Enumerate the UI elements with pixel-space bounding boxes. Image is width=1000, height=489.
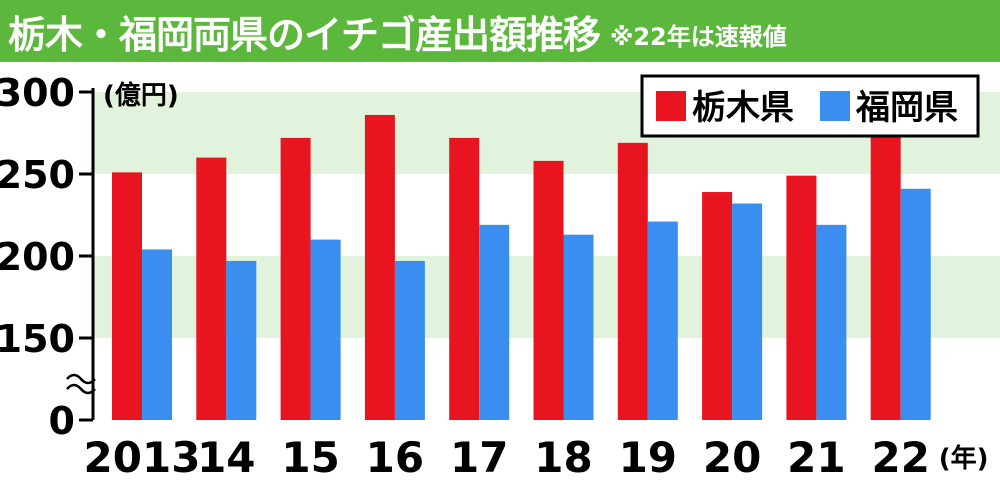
bar-fukuoka	[479, 224, 510, 420]
legend-label: 福岡県	[855, 88, 958, 128]
axis-break-mark	[66, 383, 96, 395]
bar-tochigi	[702, 192, 733, 420]
bar-tochigi	[112, 172, 142, 420]
bar-tochigi	[196, 157, 227, 420]
x-tick-label: 21	[787, 433, 845, 482]
bar-fukuoka	[563, 234, 594, 420]
chart-note: ※22年は速報値	[610, 22, 787, 51]
chart-area: 0 150 200 250 300 (億円) 2013 14 15 16 17 18 19 20 21 22 (…	[0, 62, 1000, 485]
bar-tochigi	[280, 137, 311, 421]
x-tick-label: 15	[281, 433, 339, 482]
bar-fukuoka	[394, 260, 425, 420]
y-tick-label: 0	[49, 399, 75, 443]
bar-tochigi	[364, 114, 395, 421]
y-tick-label: 300	[0, 71, 75, 115]
y-tick-label: 150	[0, 317, 75, 361]
bar-tochigi	[870, 131, 901, 421]
bar-tochigi	[533, 160, 564, 420]
bar-tochigi	[617, 142, 648, 420]
title-bar: 栃木・福岡両県のイチゴ産出額推移 ※22年は速報値	[0, 0, 1000, 62]
bar-fukuoka	[142, 249, 172, 420]
legend-label: 栃木県	[692, 88, 794, 128]
x-tick-label: 18	[534, 433, 592, 482]
chart-title: 栃木・福岡両県のイチゴ産出額推移	[8, 12, 601, 57]
x-tick-label: 16	[366, 433, 424, 482]
bar-fukuoka	[816, 224, 847, 420]
x-tick-label: 22	[871, 433, 929, 482]
y-tick-label: 250	[0, 153, 75, 197]
bar-fukuoka	[310, 239, 341, 420]
legend-swatch	[820, 91, 850, 121]
legend-swatch	[656, 91, 686, 121]
x-tick-label: 19	[619, 433, 677, 482]
bar-fukuoka	[226, 260, 257, 420]
y-tick-label: 200	[0, 235, 75, 279]
x-tick-label: 2013	[84, 433, 201, 482]
x-tick-label: 14	[197, 433, 255, 482]
bar-tochigi	[786, 175, 817, 420]
axis-break-mark	[66, 373, 96, 385]
legend-box	[640, 74, 980, 138]
bar-fukuoka	[900, 188, 931, 420]
y-axis-unit: (億円)	[103, 81, 179, 111]
x-tick-label: 17	[450, 433, 508, 482]
bar-tochigi	[449, 137, 480, 421]
bar-fukuoka	[732, 203, 763, 420]
x-tick-label: 20	[703, 433, 761, 482]
x-axis-unit: (年)	[939, 443, 989, 474]
bar-fukuoka	[647, 221, 678, 420]
